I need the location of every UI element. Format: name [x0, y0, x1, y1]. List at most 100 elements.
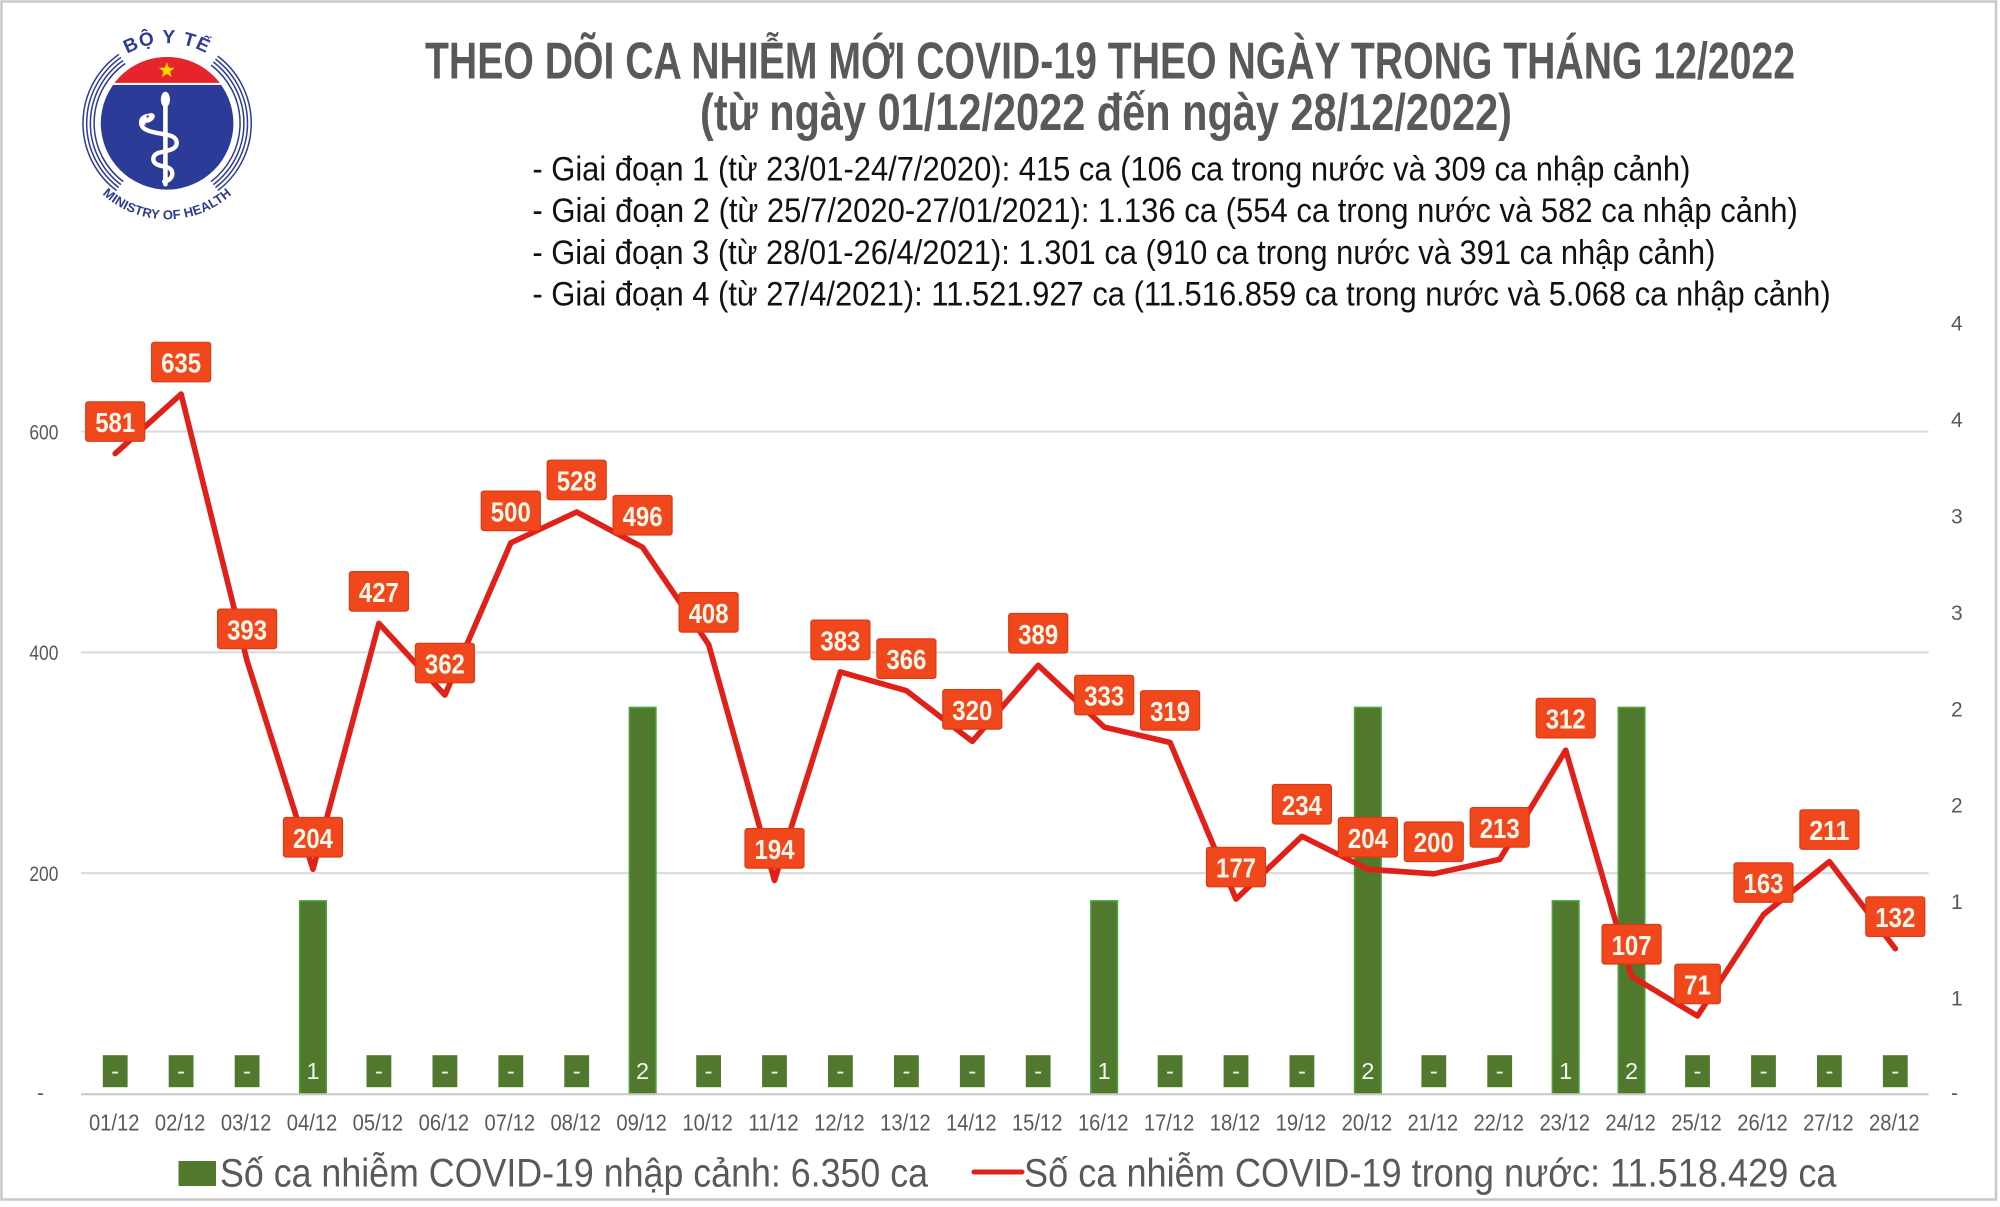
svg-text:-: -: [968, 1058, 976, 1084]
svg-text:24/12: 24/12: [1605, 1110, 1656, 1136]
svg-text:-: -: [1694, 1058, 1702, 1084]
svg-text:03/12: 03/12: [221, 1110, 272, 1136]
svg-text:-: -: [1166, 1058, 1174, 1084]
svg-text:333: 333: [1084, 681, 1124, 712]
svg-text:22/12: 22/12: [1473, 1110, 1524, 1136]
svg-text:204: 204: [1348, 823, 1388, 854]
svg-text:383: 383: [820, 625, 860, 656]
svg-text:-: -: [573, 1058, 581, 1084]
svg-text:163: 163: [1744, 868, 1784, 899]
svg-text:2: 2: [1625, 1058, 1638, 1084]
svg-text:07/12: 07/12: [485, 1110, 536, 1136]
svg-text:19/12: 19/12: [1276, 1110, 1327, 1136]
svg-text:1: 1: [306, 1058, 319, 1084]
svg-text:23/12: 23/12: [1539, 1110, 1590, 1136]
svg-text:08/12: 08/12: [550, 1110, 601, 1136]
svg-text:14/12: 14/12: [946, 1110, 997, 1136]
svg-text:13/12: 13/12: [880, 1110, 931, 1136]
svg-text:1: 1: [1098, 1058, 1111, 1084]
svg-text:- Giai đoạn 3 (từ 28/01-26/4/2: - Giai đoạn 3 (từ 28/01-26/4/2021): 1.30…: [532, 234, 1715, 272]
svg-text:27/12: 27/12: [1803, 1110, 1854, 1136]
svg-text:Số ca nhiễm COVID-19 trong nướ: Số ca nhiễm COVID-19 trong nước: 11.518.…: [1024, 1151, 1837, 1196]
svg-text:177: 177: [1216, 853, 1256, 884]
svg-text:28/12: 28/12: [1869, 1110, 1920, 1136]
svg-text:366: 366: [886, 644, 926, 675]
svg-text:- Giai đoạn 4 (từ 27/4/2021):: - Giai đoạn 4 (từ 27/4/2021): 11.521.927…: [532, 276, 1830, 314]
svg-text:1: 1: [1559, 1058, 1572, 1084]
svg-text:2: 2: [1951, 698, 1963, 721]
svg-text:-: -: [1034, 1058, 1042, 1084]
svg-text:04/12: 04/12: [287, 1110, 338, 1136]
svg-text:408: 408: [689, 598, 729, 629]
svg-text:-: -: [836, 1058, 844, 1084]
svg-text:09/12: 09/12: [616, 1110, 667, 1136]
svg-text:-: -: [1825, 1058, 1833, 1084]
svg-text:12/12: 12/12: [814, 1110, 865, 1136]
svg-text:204: 204: [293, 823, 333, 854]
svg-text:496: 496: [623, 501, 663, 532]
svg-text:-: -: [705, 1058, 713, 1084]
svg-text:-: -: [1951, 1082, 1958, 1105]
svg-text:15/12: 15/12: [1012, 1110, 1063, 1136]
svg-text:400: 400: [29, 642, 58, 665]
svg-text:194: 194: [755, 834, 795, 865]
svg-text:4: 4: [1951, 409, 1963, 432]
svg-text:393: 393: [227, 614, 267, 645]
svg-text:132: 132: [1875, 902, 1915, 933]
svg-text:-: -: [441, 1058, 449, 1084]
svg-text:- Giai đoạn 2 (từ 25/7/2020-27: - Giai đoạn 2 (từ 25/7/2020-27/01/2021):…: [532, 192, 1798, 230]
svg-text:-: -: [111, 1058, 119, 1084]
svg-text:581: 581: [95, 407, 135, 438]
svg-text:01/12: 01/12: [89, 1110, 140, 1136]
svg-text:- Giai đoạn 1 (từ 23/01-24/7/2: - Giai đoạn 1 (từ 23/01-24/7/2020): 415 …: [532, 150, 1690, 188]
svg-text:3: 3: [1951, 506, 1963, 529]
svg-text:1: 1: [1951, 891, 1963, 914]
svg-text:-: -: [1430, 1058, 1438, 1084]
svg-text:500: 500: [491, 496, 531, 527]
svg-text:-: -: [507, 1058, 515, 1084]
svg-text:-: -: [243, 1058, 251, 1084]
svg-text:-: -: [1496, 1058, 1504, 1084]
svg-text:(từ ngày 01/12/2022 đến ngày 2: (từ ngày 01/12/2022 đến ngày 28/12/2022): [700, 84, 1512, 142]
svg-text:71: 71: [1684, 970, 1711, 1001]
svg-text:16/12: 16/12: [1078, 1110, 1129, 1136]
svg-text:-: -: [1891, 1058, 1899, 1084]
svg-text:-: -: [375, 1058, 383, 1084]
svg-text:528: 528: [557, 466, 597, 497]
svg-text:-: -: [902, 1058, 910, 1084]
svg-text:319: 319: [1150, 696, 1190, 727]
svg-text:-: -: [771, 1058, 779, 1084]
svg-text:427: 427: [359, 577, 399, 608]
svg-text:600: 600: [29, 421, 58, 444]
svg-text:213: 213: [1480, 813, 1520, 844]
svg-text:02/12: 02/12: [155, 1110, 206, 1136]
svg-text:2: 2: [1951, 795, 1963, 818]
svg-text:200: 200: [1414, 827, 1454, 858]
svg-text:05/12: 05/12: [353, 1110, 404, 1136]
svg-text:234: 234: [1282, 790, 1322, 821]
svg-text:2: 2: [636, 1058, 649, 1084]
svg-text:635: 635: [161, 348, 201, 379]
svg-text:20/12: 20/12: [1342, 1110, 1393, 1136]
svg-text:06/12: 06/12: [419, 1110, 470, 1136]
svg-text:320: 320: [952, 695, 992, 726]
svg-text:-: -: [177, 1058, 185, 1084]
svg-text:11/12: 11/12: [748, 1110, 799, 1136]
svg-text:18/12: 18/12: [1210, 1110, 1261, 1136]
svg-text:211: 211: [1809, 815, 1849, 846]
svg-text:389: 389: [1018, 619, 1058, 650]
svg-text:Số ca nhiễm COVID-19 nhập cảnh: Số ca nhiễm COVID-19 nhập cảnh: 6.350 ca: [220, 1151, 929, 1196]
svg-text:21/12: 21/12: [1408, 1110, 1459, 1136]
svg-text:THEO DÕI CA NHIỄM MỚI COVID-19: THEO DÕI CA NHIỄM MỚI COVID-19 THEO NGÀY…: [425, 31, 1795, 90]
svg-text:-: -: [1760, 1058, 1768, 1084]
svg-text:1: 1: [1951, 988, 1963, 1011]
svg-text:200: 200: [29, 863, 58, 886]
svg-text:-: -: [37, 1082, 44, 1105]
svg-text:26/12: 26/12: [1737, 1110, 1788, 1136]
svg-text:2: 2: [1361, 1058, 1374, 1084]
svg-text:4: 4: [1951, 313, 1963, 336]
svg-text:312: 312: [1546, 704, 1586, 735]
svg-text:362: 362: [425, 649, 465, 680]
svg-text:17/12: 17/12: [1144, 1110, 1195, 1136]
svg-text:-: -: [1298, 1058, 1306, 1084]
